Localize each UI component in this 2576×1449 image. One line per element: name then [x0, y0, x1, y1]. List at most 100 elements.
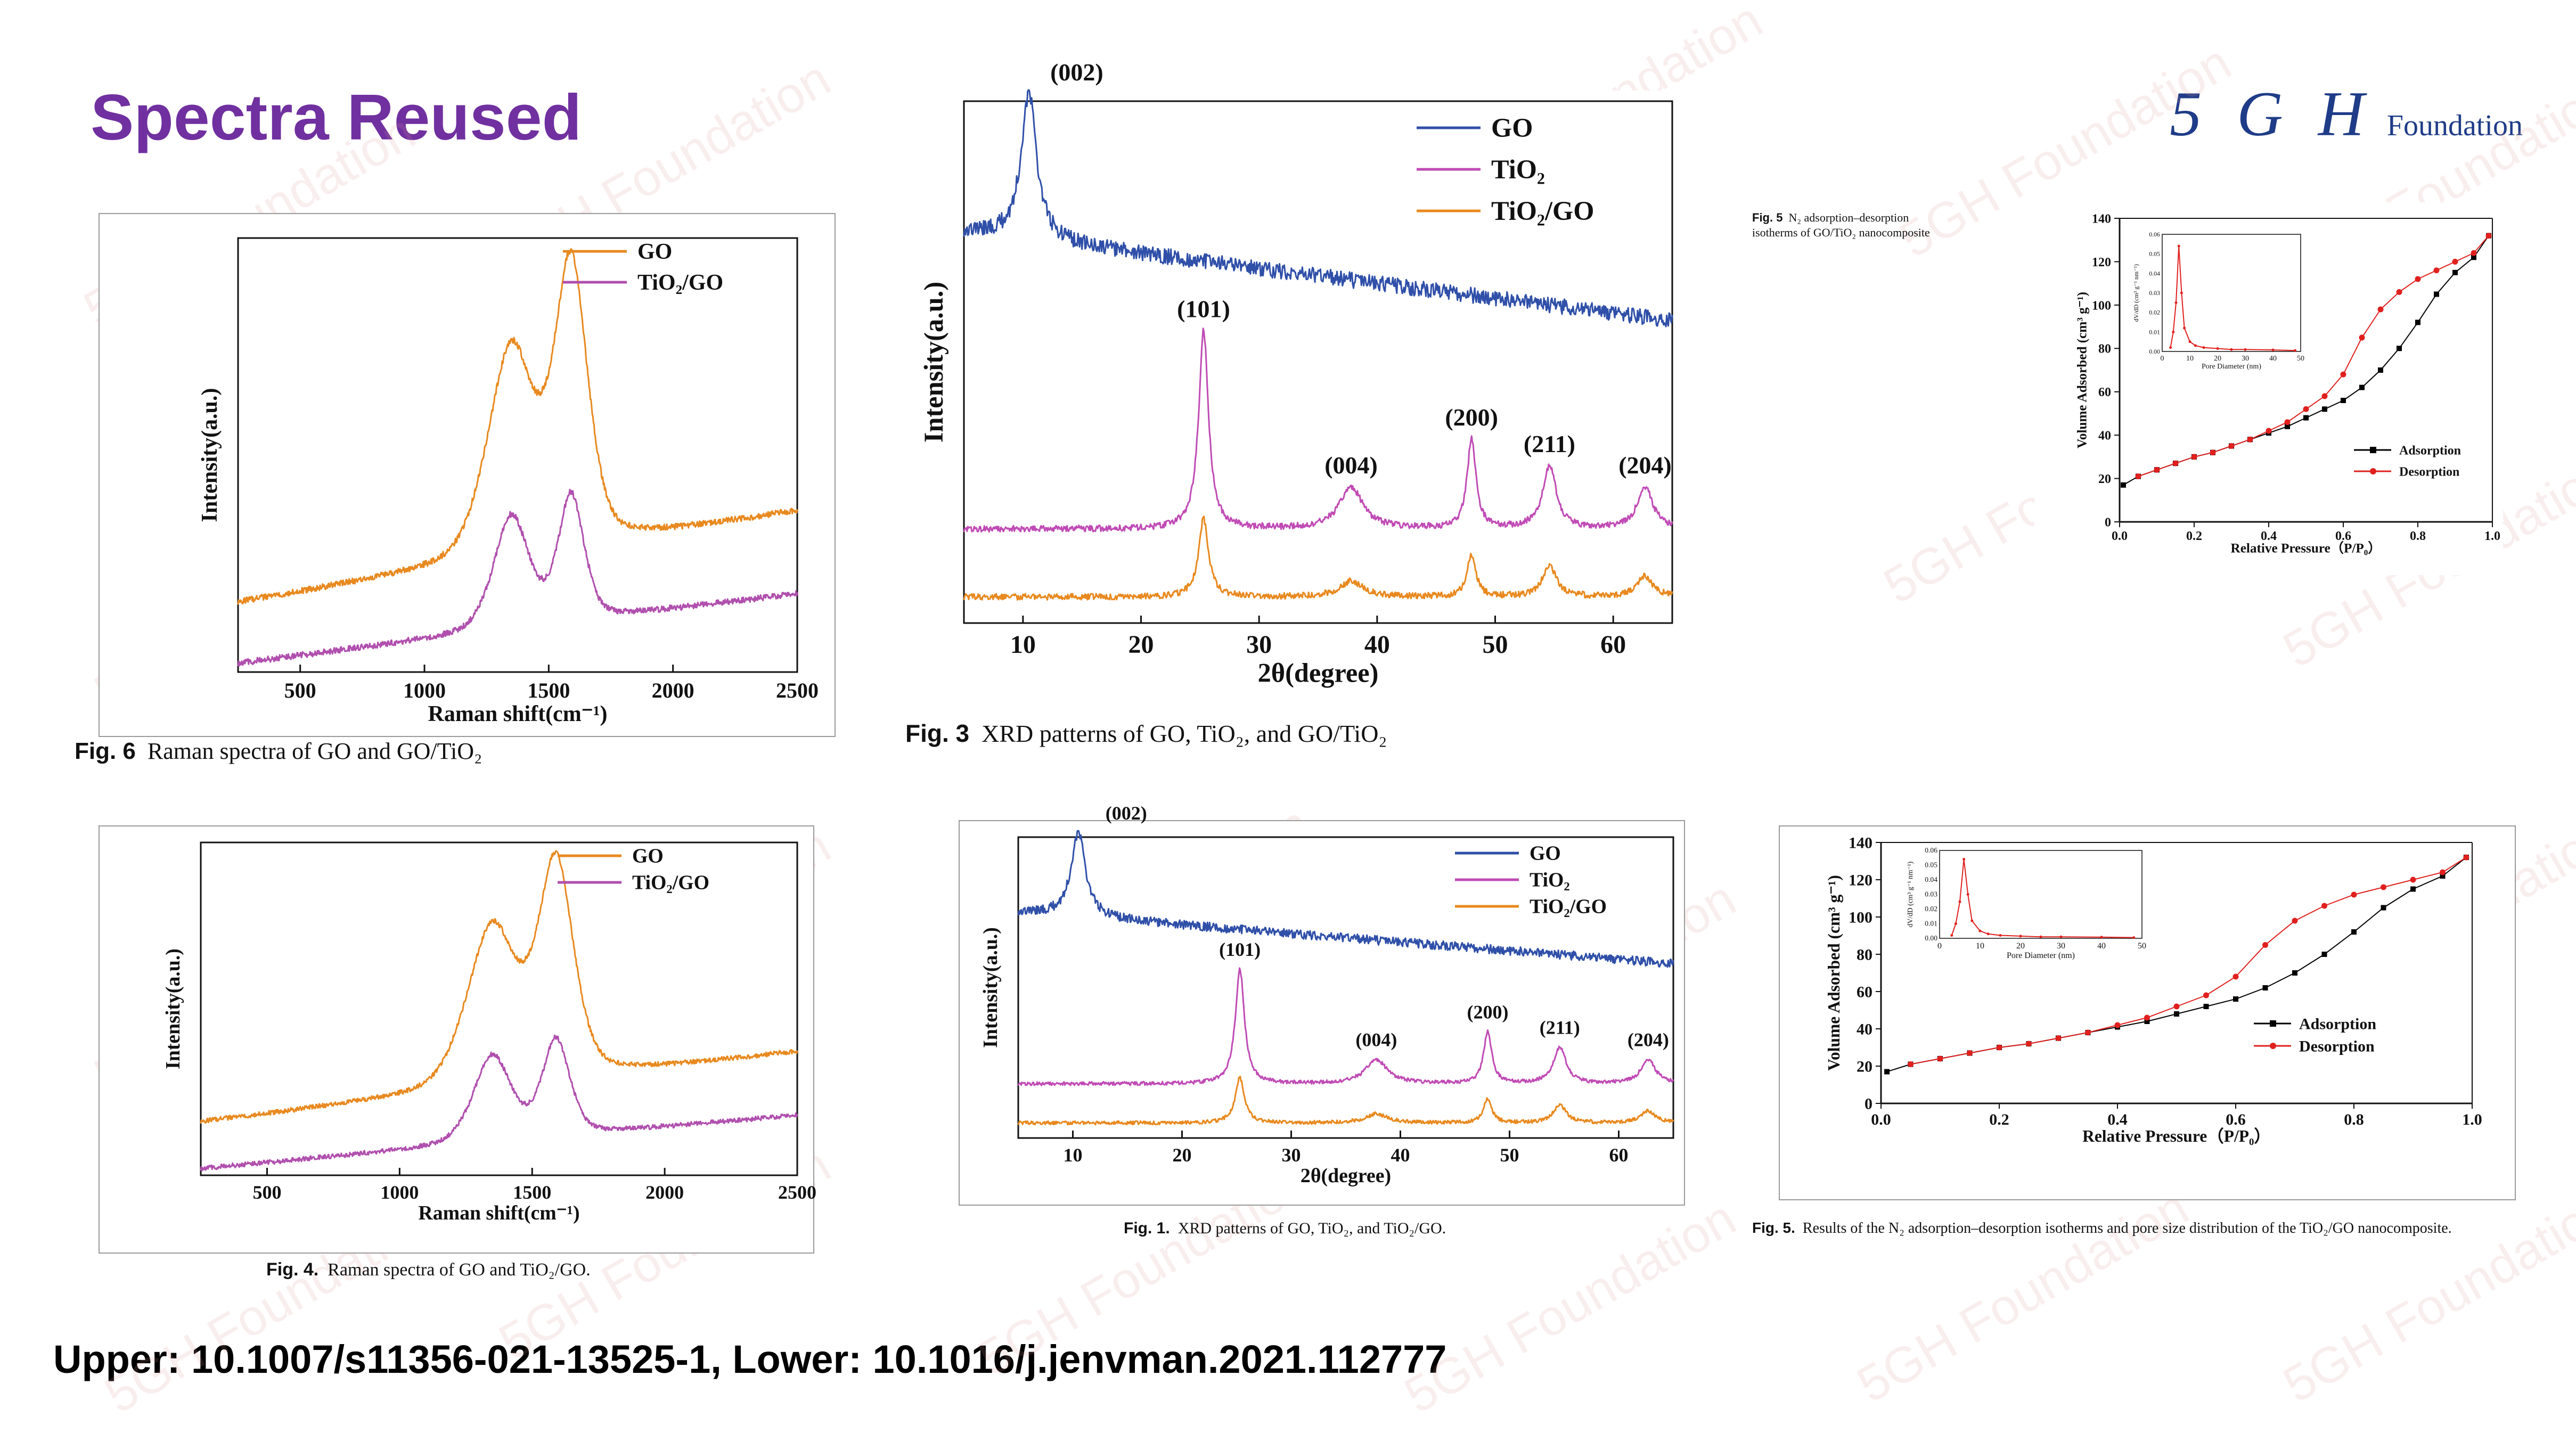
desorption-point	[2292, 918, 2298, 924]
desorption-point	[2485, 233, 2492, 239]
y-tick-label: 20	[2098, 472, 2111, 486]
series-line	[963, 328, 1673, 533]
y-tick-label: 140	[1849, 834, 1872, 852]
peak-label: (211)	[1524, 430, 1575, 457]
y-tick-label: 20	[1857, 1058, 1872, 1076]
desorption-point	[2410, 877, 2416, 883]
series-line	[2138, 235, 2489, 477]
peak-label: (004)	[1324, 452, 1378, 479]
x-tick-label: 60	[1600, 631, 1626, 659]
legend-label: GO	[637, 240, 672, 264]
x-tick-label: 500	[284, 678, 316, 702]
inset-point	[1970, 919, 1974, 922]
inset-y-tick-label: 0.04	[1925, 875, 1937, 883]
x-tick-label: 2000	[645, 1182, 684, 1203]
inset-point	[2216, 347, 2219, 350]
legend-label: GO	[1530, 842, 1561, 865]
adsorption-point	[2262, 985, 2268, 990]
inset-y-tick-label: 0.02	[2149, 309, 2160, 316]
inset-y-tick-label: 0.06	[2149, 231, 2160, 238]
x-tick-label: 2000	[652, 678, 694, 702]
inset-point	[2132, 936, 2136, 939]
upper-raman-caption: Fig. 6 Raman spectra of GO and GO/TiO₂	[75, 738, 482, 765]
x-tick-label: 0.0	[1871, 1111, 1891, 1128]
series-line	[237, 248, 798, 605]
y-tick-label: 140	[2092, 212, 2111, 226]
lower-raman-caption: Fig. 4. Raman spectra of GO and TiO₂/GO.	[266, 1259, 591, 1280]
inset-point	[2271, 348, 2275, 351]
legend-label: GO	[632, 845, 664, 867]
desorption-point	[2396, 289, 2402, 295]
adsorption-point	[2397, 346, 2402, 351]
inset-point	[2183, 326, 2186, 330]
x-tick-label: 40	[1364, 631, 1390, 659]
plot-frame	[200, 841, 798, 1176]
peak-label: (004)	[1355, 1029, 1397, 1050]
desorption-point	[2144, 1014, 2150, 1021]
inset-series-line	[2170, 245, 2295, 351]
x-tick-label: 10	[1010, 631, 1036, 659]
series-line	[1910, 857, 2467, 1065]
desorption-point	[2321, 393, 2328, 399]
inset-point	[2202, 346, 2205, 349]
inset-series-line	[1951, 859, 2134, 938]
adsorption-point	[2381, 905, 2386, 911]
desorption-point	[2210, 449, 2216, 456]
inset-x-tick-label: 0	[1937, 942, 1942, 951]
logo-text: Foundation	[2386, 109, 2523, 142]
inset-point	[2194, 344, 2197, 347]
adsorption-point	[2321, 952, 2327, 957]
logo-mark: 5 G H	[2170, 78, 2374, 149]
x-tick-label: 50	[1483, 631, 1508, 659]
x-tick-label: 0.6	[2226, 1111, 2246, 1128]
x-tick-label: 40	[1391, 1144, 1410, 1166]
y-tick-label: 0	[2105, 515, 2111, 529]
legend-label: Adsorption	[2399, 444, 2461, 457]
footer-doi-references: Upper: 10.1007/s11356-021-13525-1, Lower…	[53, 1337, 1447, 1381]
peak-label: (204)	[1618, 452, 1672, 479]
upper-bet-chart: 0.0 0.2 0.4 0.6 0.8 1.0020406080100120140Rela…	[2075, 212, 2500, 556]
desorption-point	[2340, 371, 2346, 378]
series-line	[200, 1034, 798, 1172]
caption-text: XRD patterns of GO, TiO₂, and GO/TiO₂	[982, 720, 1387, 747]
y-tick-label: 100	[1849, 909, 1872, 927]
x-tick-label: 1.0	[2484, 529, 2500, 543]
series-line	[1017, 967, 1674, 1086]
inset-point	[2230, 348, 2233, 351]
inset-x-tick-label: 40	[2269, 355, 2277, 363]
inset-point	[2174, 301, 2178, 304]
inset-point	[2180, 291, 2183, 294]
inset-point	[2019, 935, 2022, 938]
x-tick-label: 60	[1609, 1144, 1629, 1166]
desorption-point	[2173, 1003, 2180, 1010]
legend-marker	[2270, 1020, 2276, 1027]
desorption-point	[2415, 276, 2421, 282]
inset-y-tick-label: 0.03	[1925, 890, 1937, 898]
lower-bet-figure: 0.0 0.2 0.4 0.6 0.8 1.0 0 20 40 60 80 100 120 140 Rela…	[1779, 825, 2516, 1200]
adsorption-point	[1884, 1069, 1890, 1075]
legend-label: TiO₂/GO	[637, 271, 723, 295]
inset-point	[2172, 330, 2175, 333]
adsorption-point	[2440, 873, 2446, 879]
x-tick-label: 1000	[380, 1182, 419, 1203]
lower-bet-caption: Fig. 5. Results of the N₂ adsorption–des…	[1752, 1219, 2452, 1237]
y-tick-label: 60	[2098, 386, 2111, 399]
y-axis-label: Intensity(a.u.)	[919, 282, 948, 443]
legend-marker	[2370, 447, 2376, 453]
plot-frame	[963, 100, 1673, 624]
foundation-logo: 5 G H Foundation	[2170, 77, 2523, 151]
y-axis-label: Intensity(a.u.)	[162, 948, 184, 1069]
desorption-point	[1967, 1050, 1973, 1056]
adsorption-point	[2174, 1011, 2179, 1017]
caption-label: Fig. 3	[905, 719, 970, 747]
x-axis-label: Relative Pressure（P/P₀）	[2231, 541, 2382, 556]
inset-point	[1999, 934, 2002, 937]
desorption-point	[2452, 258, 2458, 265]
desorption-point	[2114, 1022, 2121, 1028]
peak-label: (200)	[1467, 1002, 1509, 1023]
y-axis-label: Intensity(a.u.)	[979, 927, 1002, 1048]
y-tick-label: 0	[1864, 1095, 1872, 1113]
y-tick-label: 100	[2092, 299, 2111, 313]
lower-xrd-caption: Fig. 1. XRD patterns of GO, TiO₂, and Ti…	[1124, 1219, 1446, 1238]
inset-frame	[1939, 850, 2142, 939]
